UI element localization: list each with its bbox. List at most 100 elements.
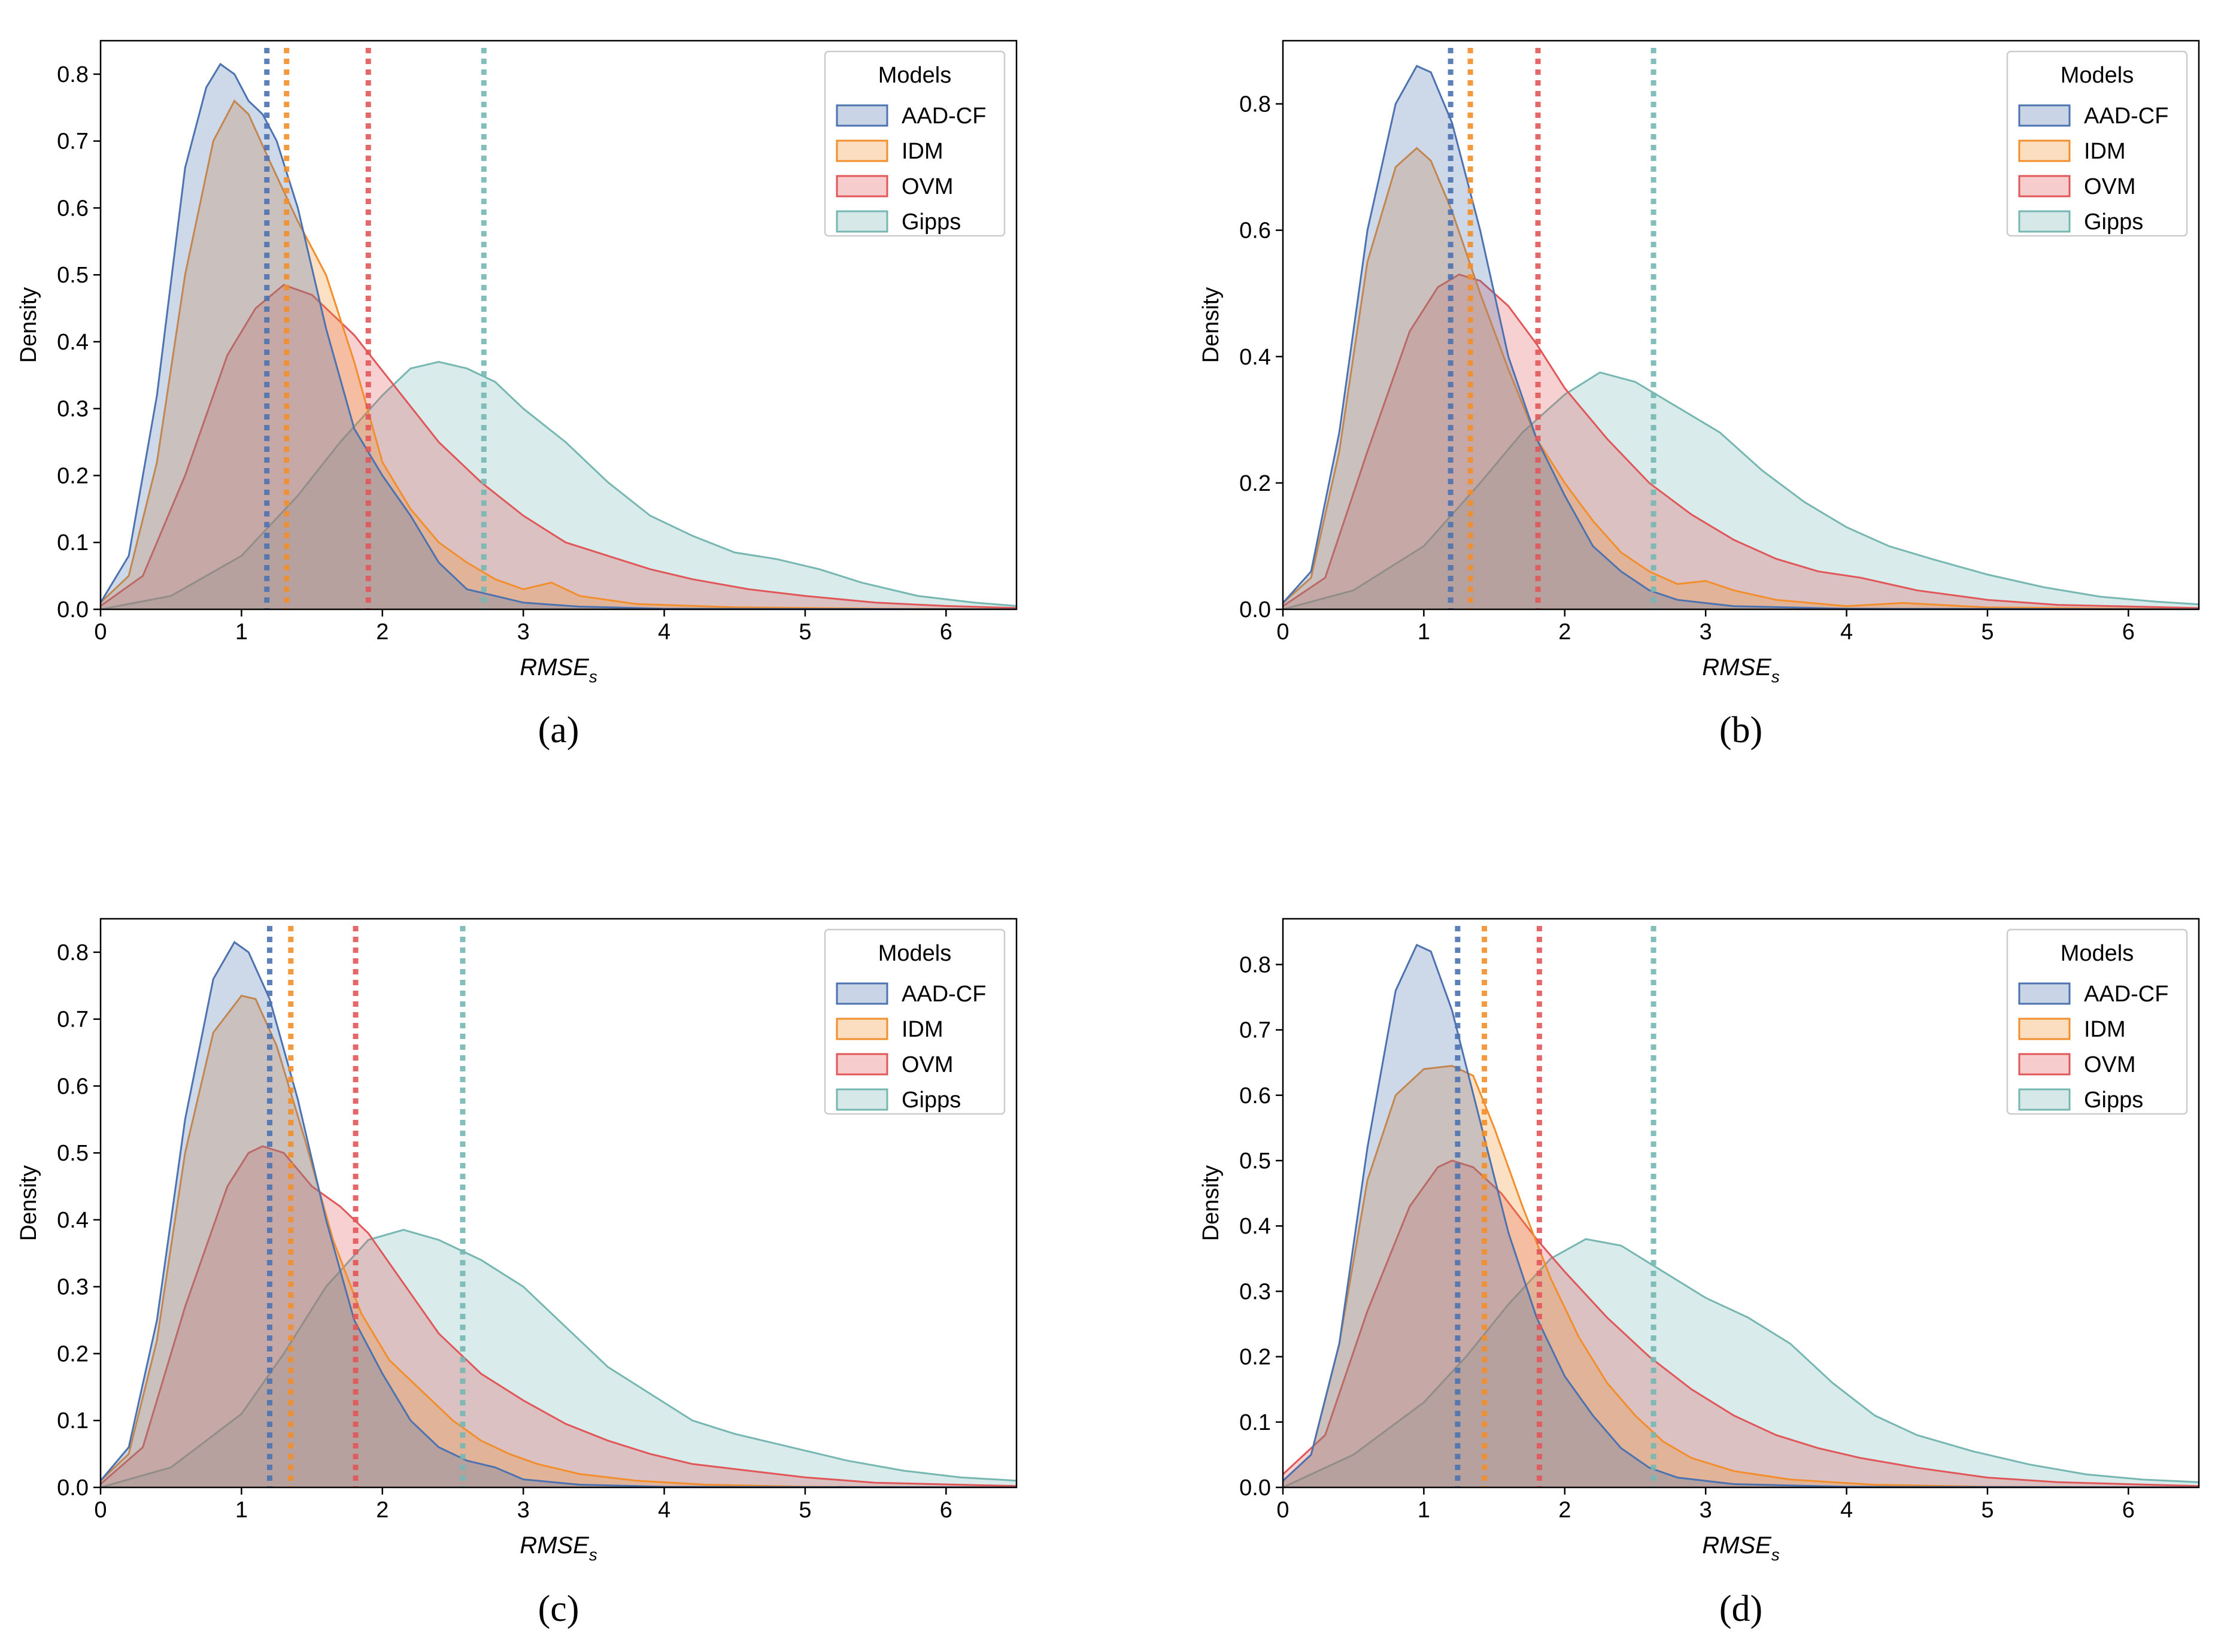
legend-label-gipps: Gipps: [2084, 209, 2143, 235]
x-tick-label: 5: [1981, 620, 1994, 645]
density-line-aad-cf: [101, 940, 1017, 1487]
y-tick-label: 0.2: [57, 463, 89, 488]
x-axis-label: RMSEs: [520, 654, 597, 686]
x-tick-label: 5: [799, 1498, 811, 1523]
legend-swatch-gipps: [836, 210, 888, 233]
y-tick-label: 0.4: [1239, 1214, 1271, 1239]
density-area-aad-cf: [1283, 66, 2199, 609]
y-tick-label: 0.1: [57, 1408, 89, 1434]
legend-label-aad-cf: AAD-CF: [902, 104, 986, 129]
legend-swatch-idm: [836, 139, 888, 162]
panel-caption: (b): [1719, 710, 1762, 751]
legend-label-ovm: OVM: [2084, 1052, 2136, 1077]
density-line-gipps: [1283, 371, 2199, 609]
panel-caption: (d): [1719, 1589, 1762, 1629]
x-tick-label: 1: [1418, 620, 1430, 645]
x-axis-label: RMSEs: [520, 1532, 597, 1564]
x-tick-label: 5: [799, 620, 811, 645]
x-tick-label: 3: [1700, 620, 1712, 645]
legend-title: Models: [878, 941, 952, 966]
x-tick-label: 6: [2122, 620, 2135, 645]
legend-swatch-ovm: [836, 175, 888, 198]
density-area-aad-cf: [101, 942, 1017, 1487]
legend-box: [2006, 928, 2188, 1115]
y-tick-label: 0.5: [1239, 1149, 1271, 1174]
x-tick-label: 6: [940, 620, 952, 645]
x-axis-label: RMSEs: [1702, 1532, 1780, 1564]
x-tick-label: 0: [1276, 1498, 1289, 1523]
y-tick-label: 0.3: [57, 397, 89, 422]
x-tick-label: 4: [1840, 1498, 1853, 1523]
density-area-gipps: [1283, 372, 2199, 609]
legend-swatch-ovm: [2018, 1053, 2071, 1076]
density-area-aad-cf: [101, 64, 1017, 609]
y-axis-label: Density: [1199, 1165, 1224, 1241]
legend-label-gipps: Gipps: [2084, 1088, 2143, 1113]
y-tick-label: 0.8: [1239, 952, 1271, 977]
legend-swatch-aad-cf: [836, 982, 888, 1005]
legend-box: [2006, 50, 2188, 237]
density-area-ovm: [101, 284, 1017, 609]
panel-caption: (c): [538, 1589, 579, 1629]
legend-label-aad-cf: AAD-CF: [2084, 982, 2168, 1007]
legend-swatch-aad-cf: [836, 104, 888, 127]
legend-swatch-gipps: [2018, 210, 2071, 233]
y-tick-label: 0.4: [1239, 345, 1271, 370]
density-line-idm: [1283, 147, 2199, 609]
legend-swatch-gipps: [2018, 1088, 2071, 1111]
density-area-idm: [101, 101, 1017, 609]
panel-caption: (a): [538, 710, 579, 751]
legend: Models AAD-CF IDM OVM Gipps: [2006, 928, 2188, 1115]
x-tick-label: 2: [1558, 1498, 1571, 1523]
x-tick-label: 2: [376, 1498, 389, 1523]
density-area-idm: [1283, 148, 2199, 609]
density-line-ovm: [1283, 1159, 2199, 1487]
plot-area: [101, 926, 1017, 1487]
plot-area: [1283, 926, 2199, 1487]
y-tick-label: 0.7: [1239, 1018, 1271, 1043]
legend-label-ovm: OVM: [2084, 174, 2136, 199]
legend-box: [824, 928, 1006, 1115]
x-tick-label: 3: [1700, 1498, 1712, 1523]
y-tick-label: 0.4: [57, 330, 89, 355]
x-tick-label: 1: [1418, 1498, 1430, 1523]
x-tick-label: 6: [940, 1498, 952, 1523]
axes-frame: [1282, 918, 2200, 1489]
y-tick-label: 0.2: [1239, 1345, 1271, 1370]
legend-swatch-aad-cf: [2018, 982, 2071, 1005]
legend-label-idm: IDM: [2084, 139, 2126, 164]
y-axis-label: Density: [16, 287, 41, 363]
density-line-aad-cf: [101, 62, 1017, 609]
y-tick-label: 0.6: [1239, 1083, 1271, 1109]
density-line-aad-cf: [1283, 65, 2199, 609]
legend-swatch-ovm: [836, 1053, 888, 1076]
y-tick-label: 0.5: [57, 263, 89, 288]
legend-swatch-idm: [836, 1018, 888, 1040]
axes-frame: [99, 918, 1018, 1489]
y-tick-label: 0.3: [1239, 1279, 1271, 1304]
y-tick-label: 0.4: [57, 1208, 89, 1233]
y-axis-label: Density: [16, 1165, 41, 1241]
legend-swatch-ovm: [2018, 175, 2071, 198]
y-tick-label: 0.5: [57, 1141, 89, 1166]
axes-frame: [1282, 40, 2200, 611]
density-area-idm: [1283, 1065, 2199, 1487]
legend-label-ovm: OVM: [902, 1052, 954, 1077]
x-tick-label: 2: [376, 620, 389, 645]
y-tick-label: 0.7: [57, 129, 89, 154]
x-tick-label: 1: [235, 620, 248, 645]
density-line-aad-cf: [1283, 943, 2199, 1487]
density-line-ovm: [1283, 273, 2199, 609]
x-tick-label: 4: [658, 620, 670, 645]
density-line-gipps: [1283, 1238, 2199, 1487]
y-tick-label: 0.8: [1239, 92, 1271, 117]
y-tick-label: 0.7: [57, 1007, 89, 1032]
legend: Models AAD-CF IDM OVM Gipps: [824, 50, 1006, 237]
panel-b: 0 1 2 3 4 5 6 0.0 0.2 0.4 0.6 0.8 RMSEs Density Models…: [1199, 40, 2200, 751]
y-tick-label: 0.1: [1239, 1410, 1271, 1435]
legend-label-aad-cf: AAD-CF: [902, 982, 986, 1007]
density-line-ovm: [101, 1145, 1017, 1487]
legend-swatch-gipps: [836, 1088, 888, 1111]
legend-label-idm: IDM: [902, 139, 943, 164]
